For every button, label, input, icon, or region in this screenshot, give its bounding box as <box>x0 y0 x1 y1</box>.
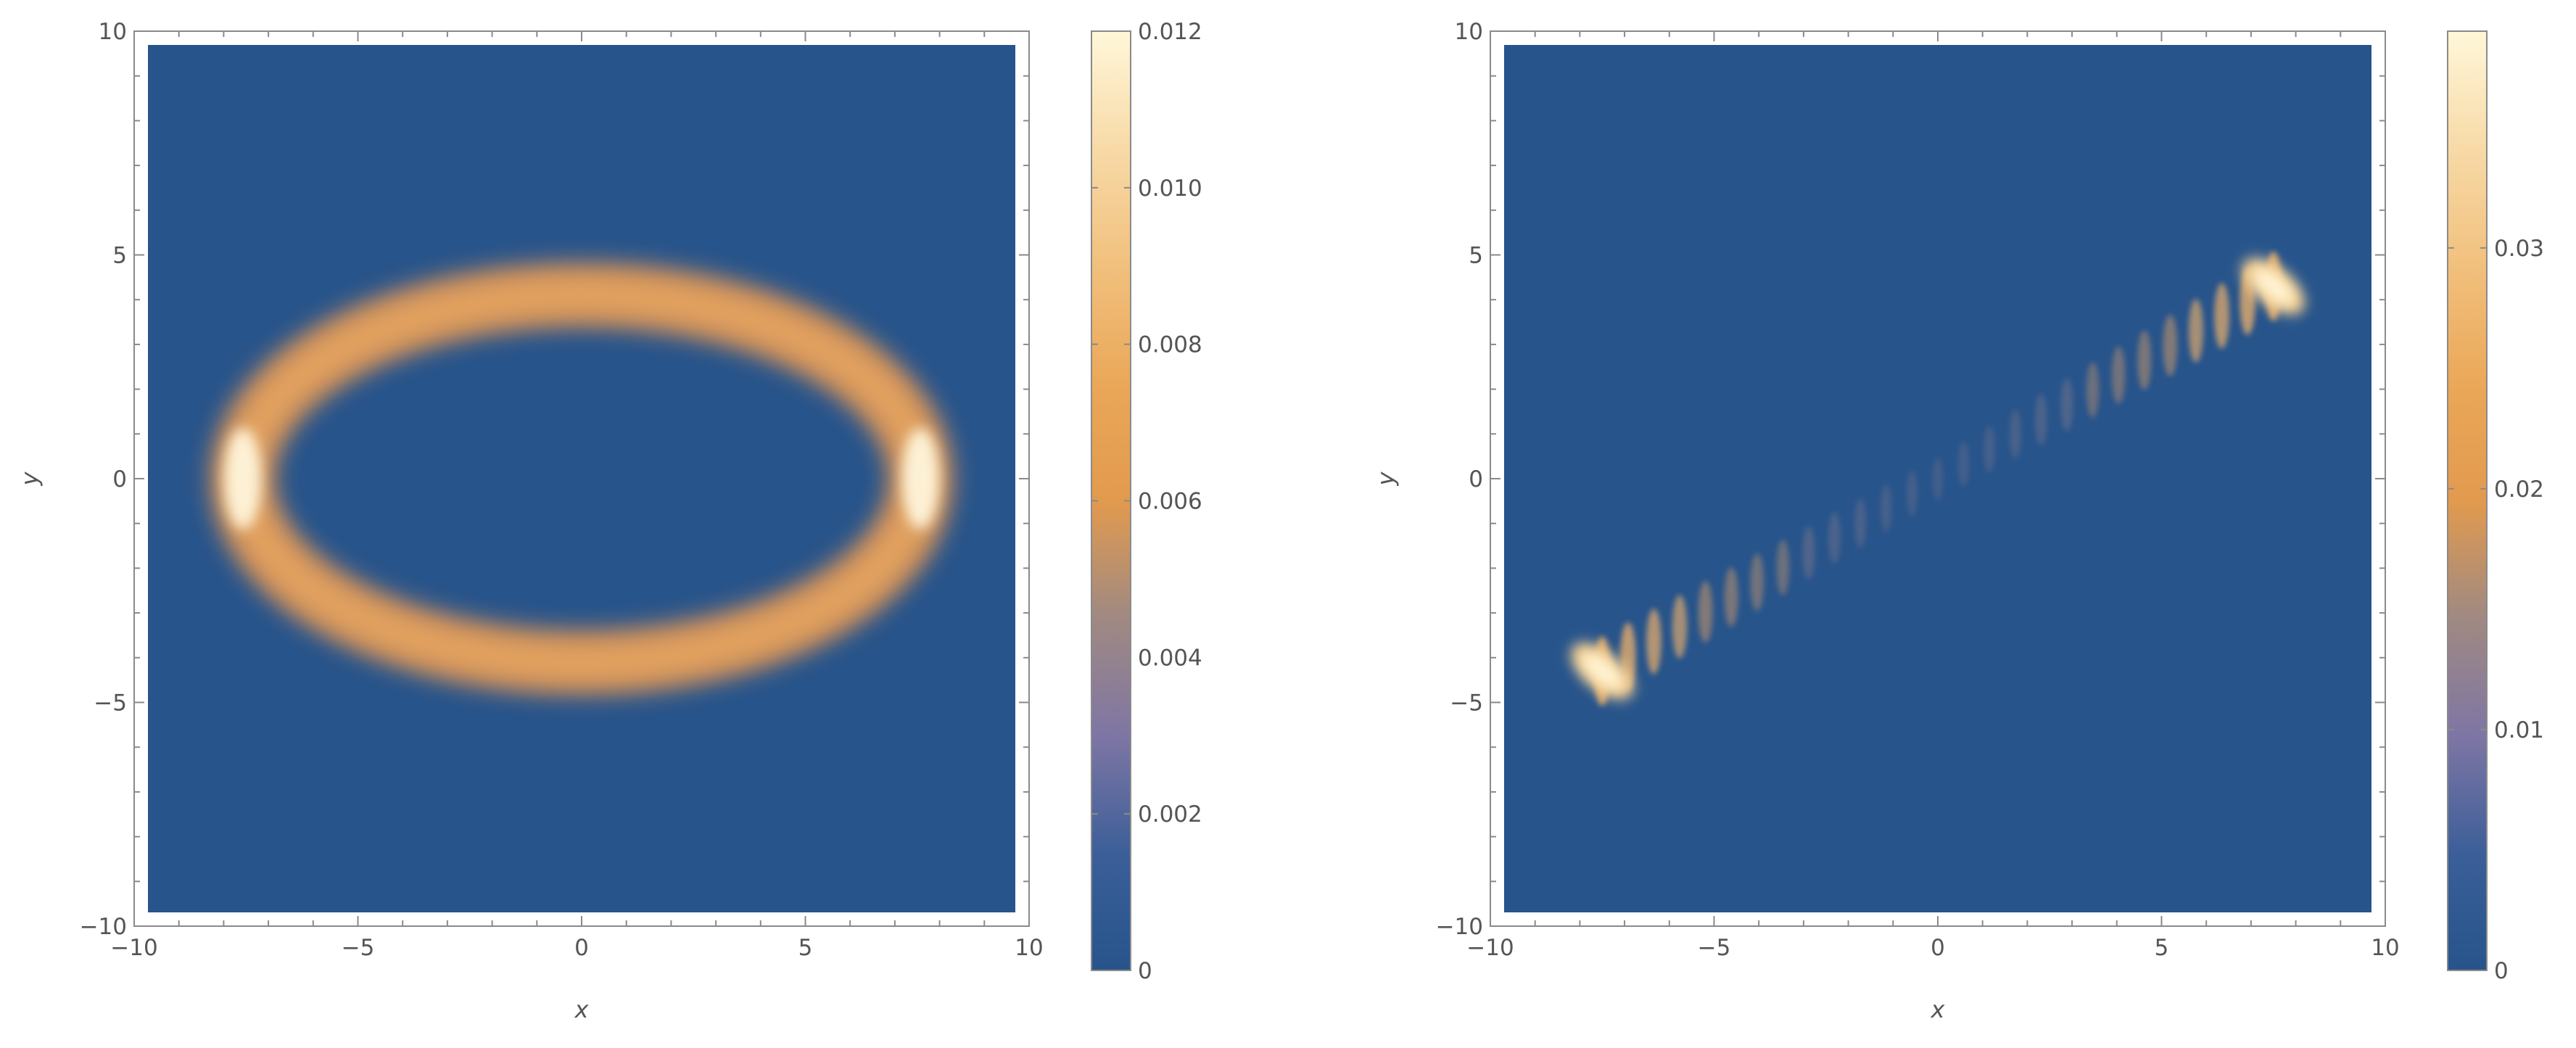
fringe-stripe <box>1698 581 1713 643</box>
right-colorbar: 0 0.01 0.02 0.03 <box>2447 30 2544 984</box>
fringe-stripe <box>2214 283 2229 349</box>
y-tick-label: 5 <box>1469 243 1483 269</box>
fringe-stripe <box>2060 378 2073 432</box>
fringe-stripe <box>2086 362 2100 418</box>
colorbar-tick-label: 0.03 <box>2494 236 2544 262</box>
colorbar-tick-label: 0.02 <box>2494 476 2544 503</box>
colorbar-tick-label: 0.01 <box>2494 717 2544 743</box>
fringe-stripe <box>1724 567 1738 627</box>
fringe-stripe <box>1828 512 1841 564</box>
y-tick-label: 10 <box>1455 19 1483 45</box>
x-tick-label: −5 <box>342 935 375 961</box>
x-tick-label: 5 <box>2155 935 2169 961</box>
fringe-stripe <box>2188 299 2204 363</box>
fringe-stripe <box>1802 526 1815 579</box>
fringe-stripe <box>1750 553 1764 611</box>
colorbar-tick-label: 0 <box>1138 958 1152 984</box>
fringe-stripe <box>1672 595 1688 659</box>
x-tick-label: −10 <box>110 935 157 961</box>
colorbar-tick-label: 0.012 <box>1138 19 1202 45</box>
y-tick-label: 10 <box>99 19 127 45</box>
y-tick-label: −10 <box>80 914 127 940</box>
y-tick-label: 5 <box>112 243 127 269</box>
right-x-axis: −10 −5 0 5 10 <box>1466 31 2400 961</box>
left-plot-background <box>148 45 1015 912</box>
colorbar-tick-label: 0.002 <box>1138 801 1202 828</box>
fringe-stripe <box>1907 471 1917 516</box>
left-colorbar-ticks: 0 0.002 0.004 0.006 0.008 0.010 0.012 <box>1091 19 1202 984</box>
left-x-axis: −10 −5 0 5 10 <box>110 31 1044 961</box>
right-interference-fringes <box>1594 251 2282 706</box>
fringe-stripe <box>1881 484 1892 532</box>
right-band-feature <box>1571 251 2305 706</box>
left-y-axis-label: y <box>16 471 44 486</box>
right-peak-lower-left-core <box>1582 653 1622 689</box>
colorbar-tick-label: 0.010 <box>1138 176 1202 202</box>
colorbar-tick-label: 0.006 <box>1138 489 1202 515</box>
x-tick-label: 10 <box>1015 935 1043 961</box>
left-ring-feature <box>210 262 954 696</box>
fringe-stripe <box>2112 346 2126 404</box>
fringe-stripe <box>2035 393 2047 445</box>
y-tick-label: −10 <box>1436 914 1483 940</box>
x-tick-label: 5 <box>798 935 813 961</box>
fringe-stripe <box>1646 608 1661 674</box>
left-y-axis: −10 −5 0 5 10 <box>80 19 1029 940</box>
fringe-stripe <box>1958 441 1969 487</box>
x-tick-label: −5 <box>1698 935 1731 961</box>
fringe-stripe <box>2137 330 2152 390</box>
left-colorbar: 0 0.002 0.004 0.006 0.008 0.010 0.012 <box>1091 19 1202 984</box>
x-tick-label: 0 <box>1931 935 1945 961</box>
right-peak-upper-right-core <box>2253 268 2294 305</box>
fringe-stripe <box>1983 425 1995 473</box>
y-tick-label: −5 <box>1450 690 1483 717</box>
fringe-stripe <box>1776 540 1790 595</box>
right-colorbar-gradient <box>2447 30 2488 971</box>
fringe-stripe <box>2163 314 2178 376</box>
left-x-axis-label: x <box>574 996 590 1023</box>
right-heatmap-panel: −10 −5 0 5 10 −10 −5 0 5 10 x y <box>1372 19 2400 1023</box>
left-ring-peak-right <box>901 428 940 529</box>
x-tick-label: 10 <box>2371 935 2399 961</box>
colorbar-tick-label: 0.004 <box>1138 645 1202 671</box>
y-tick-label: 0 <box>1469 466 1483 492</box>
left-ring-peak-left <box>223 428 262 529</box>
colorbar-tick-label: 0 <box>2494 958 2509 984</box>
right-x-axis-label: x <box>1931 996 1946 1023</box>
left-heatmap-panel: −10 −5 0 5 10 −10 −5 0 5 10 x y <box>16 19 1044 1023</box>
x-tick-label: −10 <box>1466 935 1514 961</box>
y-tick-label: −5 <box>94 690 127 717</box>
right-colorbar-ticks: 0 0.01 0.02 0.03 <box>2448 236 2544 984</box>
fringe-stripe <box>1854 498 1867 548</box>
right-y-axis-label: y <box>1372 471 1400 486</box>
fringe-stripe <box>1932 457 1944 500</box>
right-y-axis: −10 −5 0 5 10 <box>1436 19 2385 940</box>
y-tick-label: 0 <box>112 466 127 492</box>
x-tick-label: 0 <box>574 935 589 961</box>
fringe-stripe <box>2009 409 2021 459</box>
colorbar-tick-label: 0.008 <box>1138 332 1202 358</box>
